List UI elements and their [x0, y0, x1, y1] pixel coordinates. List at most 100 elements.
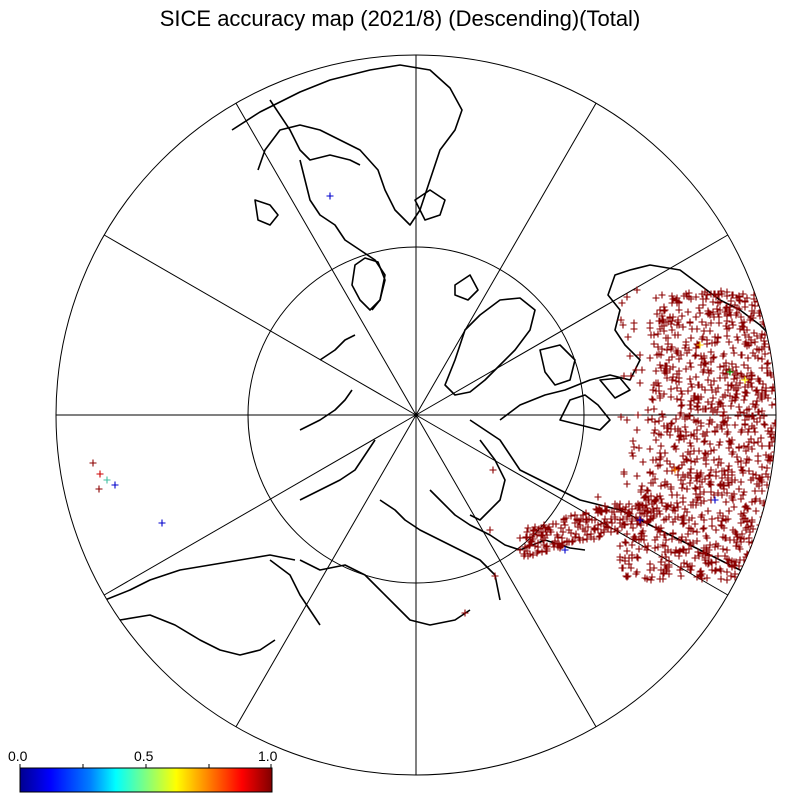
colorbar-ticks [19, 764, 272, 768]
accuracy-marker [741, 331, 749, 339]
accuracy-marker [766, 569, 774, 577]
accuracy-marker [644, 406, 652, 414]
accuracy-marker [620, 468, 628, 476]
meridian-lines [56, 55, 776, 775]
accuracy-marker [731, 301, 739, 309]
accuracy-marker [718, 522, 726, 530]
accuracy-marker [736, 545, 744, 553]
accuracy-marker [673, 297, 681, 305]
accuracy-marker [685, 346, 693, 354]
accuracy-marker [687, 295, 695, 303]
accuracy-marker [749, 565, 757, 573]
accuracy-marker [706, 440, 714, 448]
accuracy-marker [730, 349, 738, 357]
accuracy-marker [723, 430, 731, 438]
accuracy-marker [668, 353, 676, 361]
accuracy-marker [707, 381, 715, 389]
accuracy-marker [678, 312, 686, 320]
accuracy-marker [747, 565, 755, 573]
accuracy-marker [597, 529, 605, 537]
accuracy-marker [690, 394, 698, 402]
accuracy-marker [698, 511, 706, 519]
accuracy-marker [686, 439, 694, 447]
accuracy-marker [733, 530, 741, 538]
accuracy-marker [757, 290, 765, 298]
accuracy-marker [725, 365, 733, 373]
accuracy-marker [769, 307, 776, 315]
accuracy-marker [677, 572, 685, 580]
accuracy-marker [747, 573, 755, 581]
accuracy-marker [676, 566, 684, 574]
accuracy-marker [623, 416, 631, 424]
meridian-line [235, 414, 417, 728]
accuracy-marker [756, 414, 764, 422]
accuracy-marker [716, 565, 724, 573]
accuracy-marker [756, 474, 764, 482]
accuracy-marker [623, 547, 631, 555]
accuracy-marker [758, 487, 766, 495]
accuracy-marker [529, 535, 537, 543]
accuracy-marker [753, 386, 761, 394]
accuracy-marker [687, 334, 695, 342]
accuracy-marker [772, 335, 776, 343]
accuracy-marker [772, 287, 776, 295]
accuracy-marker [749, 474, 757, 482]
accuracy-marker [707, 466, 715, 474]
accuracy-marker [762, 384, 770, 392]
accuracy-marker [729, 496, 737, 504]
accuracy-marker [750, 563, 758, 571]
accuracy-marker [769, 558, 776, 566]
accuracy-marker [693, 528, 701, 536]
accuracy-marker [700, 327, 708, 335]
accuracy-marker [728, 478, 736, 486]
accuracy-marker [735, 403, 743, 411]
accuracy-marker [699, 301, 707, 309]
accuracy-marker [673, 491, 681, 499]
accuracy-marker [634, 411, 642, 419]
accuracy-marker [703, 534, 711, 542]
accuracy-marker [687, 501, 695, 509]
accuracy-marker [718, 491, 726, 499]
accuracy-marker [707, 488, 715, 496]
accuracy-marker [669, 295, 677, 303]
accuracy-marker [648, 500, 656, 508]
accuracy-marker [735, 562, 743, 570]
accuracy-marker [775, 500, 776, 508]
accuracy-marker [627, 564, 635, 572]
accuracy-marker [732, 542, 740, 550]
accuracy-marker [656, 392, 664, 400]
accuracy-marker [765, 556, 773, 564]
accuracy-marker [743, 294, 751, 302]
accuracy-marker [737, 313, 745, 321]
accuracy-marker [678, 401, 686, 409]
accuracy-marker [638, 366, 646, 374]
accuracy-marker [760, 420, 768, 428]
accuracy-marker [563, 538, 571, 546]
accuracy-marker [623, 480, 631, 488]
accuracy-marker [552, 520, 560, 528]
accuracy-marker [734, 458, 742, 466]
accuracy-marker [523, 547, 531, 555]
accuracy-marker [765, 535, 773, 543]
accuracy-marker [526, 550, 534, 558]
accuracy-marker [735, 443, 743, 451]
accuracy-marker [739, 571, 747, 579]
accuracy-marker [743, 326, 751, 334]
accuracy-marker [716, 438, 724, 446]
accuracy-marker [682, 338, 690, 346]
accuracy-marker [613, 504, 621, 512]
accuracy-marker [625, 500, 633, 508]
accuracy-marker [744, 354, 752, 362]
accuracy-marker [724, 559, 732, 567]
accuracy-marker [764, 507, 772, 515]
accuracy-marker [761, 340, 769, 348]
accuracy-marker [629, 452, 637, 460]
accuracy-marker [620, 521, 628, 529]
accuracy-marker [706, 471, 714, 479]
accuracy-marker [743, 412, 751, 420]
accuracy-marker [723, 576, 731, 584]
accuracy-marker [772, 516, 776, 524]
accuracy-marker [616, 516, 624, 524]
accuracy-marker [633, 472, 641, 480]
accuracy-marker [693, 340, 701, 348]
